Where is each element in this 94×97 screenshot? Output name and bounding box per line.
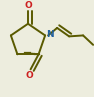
- Text: O: O: [26, 71, 33, 80]
- Text: N: N: [46, 30, 54, 39]
- Text: O: O: [24, 1, 32, 10]
